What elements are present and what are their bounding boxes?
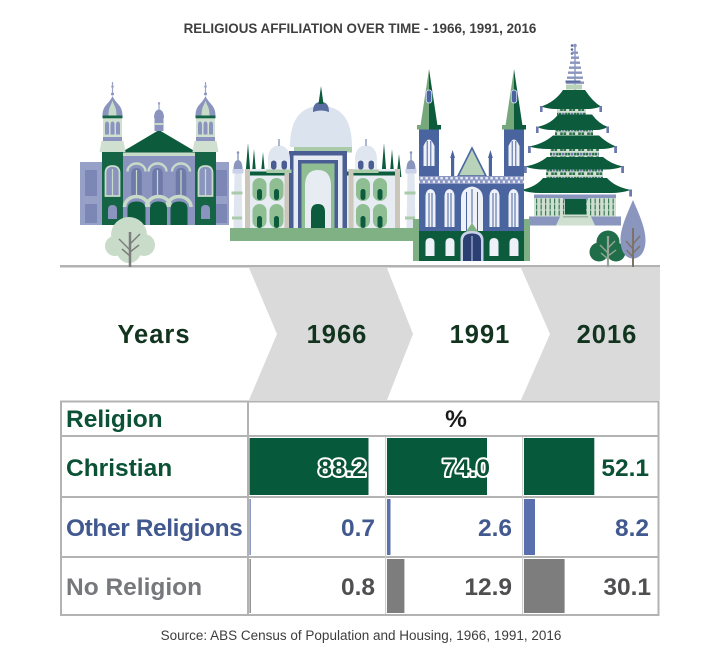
svg-text:30.1: 30.1 xyxy=(603,574,651,601)
svg-text:RELIGIOUS AFFILIATION OVER TIM: RELIGIOUS AFFILIATION OVER TIME - 1966, … xyxy=(184,21,537,36)
svg-text:Religion: Religion xyxy=(66,406,163,433)
svg-text:0.8: 0.8 xyxy=(341,574,375,601)
svg-text:Christian: Christian xyxy=(66,455,172,482)
svg-text:Years: Years xyxy=(117,321,190,349)
svg-text:12.9: 12.9 xyxy=(464,574,512,601)
svg-text:2016: 2016 xyxy=(577,321,638,349)
svg-text:0.7: 0.7 xyxy=(341,515,375,542)
svg-text:Source: ABS Census of Populati: Source: ABS Census of Population and Hou… xyxy=(161,628,562,643)
svg-text:88.2: 88.2 xyxy=(318,455,366,482)
svg-text:1991: 1991 xyxy=(450,321,511,349)
svg-text:No Religion: No Religion xyxy=(66,574,202,601)
svg-text:%: % xyxy=(445,406,467,433)
svg-text:8.2: 8.2 xyxy=(615,515,649,542)
svg-text:2.6: 2.6 xyxy=(478,515,512,542)
svg-text:74.0: 74.0 xyxy=(442,455,490,482)
svg-text:52.1: 52.1 xyxy=(601,455,649,482)
svg-text:Other Religions: Other Religions xyxy=(66,515,242,542)
svg-text:1966: 1966 xyxy=(307,321,368,349)
